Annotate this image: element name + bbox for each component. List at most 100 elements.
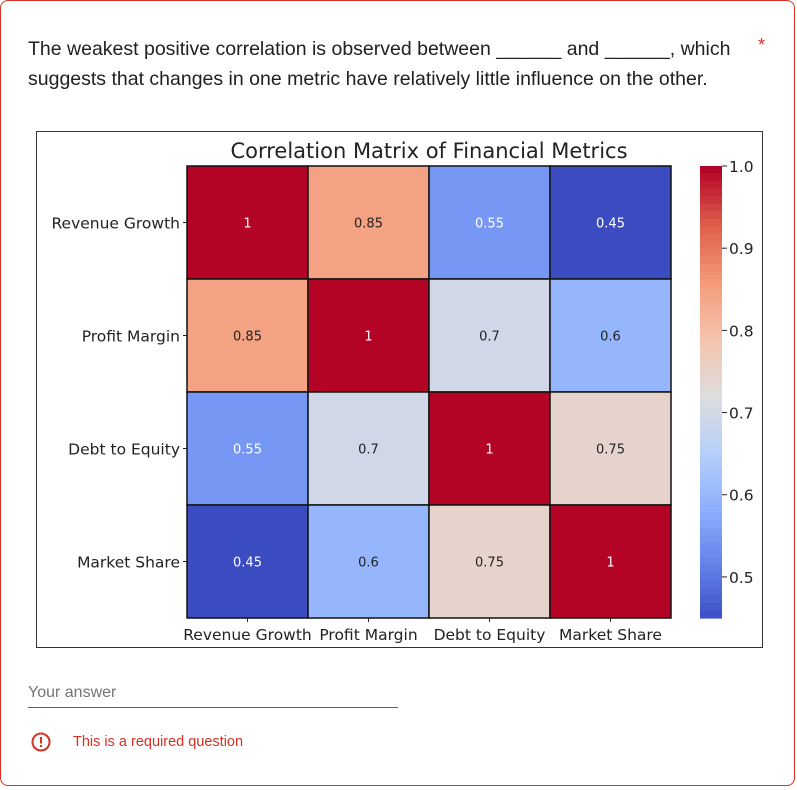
- y-tick-label: Profit Margin: [82, 328, 180, 346]
- cell-value-label: 0.7: [479, 330, 500, 345]
- colorbar-segment: [700, 467, 722, 476]
- colorbar-segment: [700, 474, 722, 483]
- colorbar-segment: [700, 173, 722, 182]
- colorbar-segment: [700, 399, 722, 408]
- colorbar-segment: [700, 437, 722, 446]
- cell-value-label: 0.75: [475, 556, 504, 571]
- cell-value-label: 1: [243, 217, 251, 232]
- heatmap-cell: [549, 165, 672, 280]
- correlation-heatmap-image: Correlation Matrix of Financial Metrics 1…: [36, 131, 763, 648]
- x-tick-label: Market Share: [559, 626, 662, 644]
- heatmap-chart: Correlation Matrix of Financial Metrics 1…: [51, 139, 754, 644]
- colorbar-segment: [700, 384, 722, 393]
- cell-value-label: 1: [485, 443, 493, 458]
- cell-value-label: 0.85: [354, 217, 383, 232]
- colorbar-segment: [700, 489, 722, 499]
- colorbar-segment: [700, 565, 722, 574]
- colorbar-segment: [700, 587, 722, 596]
- heatmap-cell: [549, 504, 672, 619]
- heatmap-cell: [549, 278, 672, 393]
- colorbar-tick-label: 1.0: [729, 158, 754, 176]
- colorbar-segment: [700, 557, 722, 566]
- colorbar-segment: [700, 286, 722, 295]
- colorbar-segment: [700, 429, 722, 438]
- cell-value-label: 0.45: [233, 556, 262, 571]
- colorbar-segment: [700, 550, 722, 559]
- validation-error: This is a required question: [31, 732, 243, 752]
- heatmap-cell: [428, 165, 551, 280]
- heatmap-cell: [186, 504, 309, 619]
- heatmap-cell: [307, 278, 430, 393]
- colorbar-segment: [700, 512, 722, 521]
- x-tick-label: Debt to Equity: [434, 626, 546, 644]
- heatmap-cell: [307, 504, 430, 619]
- colorbar-segment: [700, 226, 722, 235]
- alert-circle-icon: [31, 732, 51, 752]
- colorbar-segment: [700, 218, 722, 227]
- colorbar-segment: [700, 407, 722, 416]
- colorbar-segment: [700, 181, 722, 190]
- colorbar-segment: [700, 248, 722, 257]
- colorbar-segment: [700, 211, 722, 220]
- colorbar-segment: [700, 452, 722, 461]
- cell-value-label: 0.6: [600, 330, 621, 345]
- colorbar-segment: [700, 263, 722, 273]
- colorbar-segment: [700, 354, 722, 363]
- required-asterisk: *: [758, 35, 766, 55]
- colorbar-segment: [700, 316, 722, 325]
- colorbar-segment: [700, 294, 722, 303]
- colorbar-segment: [700, 580, 722, 589]
- colorbar-segment: [700, 459, 722, 468]
- colorbar-tick-label: 0.6: [729, 487, 754, 505]
- cell-value-label: 0.55: [233, 443, 262, 458]
- colorbar-segment: [700, 203, 722, 212]
- colorbar-segment: [700, 361, 722, 370]
- question-text: The weakest positive correlation is obse…: [28, 38, 731, 90]
- heatmap-cell: [307, 165, 430, 280]
- cell-value-label: 0.85: [233, 330, 262, 345]
- colorbar-segment: [700, 196, 722, 205]
- y-tick-label: Market Share: [77, 554, 180, 572]
- colorbar-segment: [700, 376, 722, 386]
- colorbar-segment: [700, 339, 722, 348]
- colorbar-segment: [700, 346, 722, 355]
- colorbar-segment: [700, 279, 722, 288]
- colorbar-segment: [700, 271, 722, 280]
- x-tick-label: Revenue Growth: [183, 626, 312, 644]
- colorbar-segment: [700, 369, 722, 378]
- colorbar-segment: [700, 444, 722, 453]
- colorbar-segment: [700, 572, 722, 581]
- colorbar-segment: [700, 324, 722, 333]
- colorbar-segment: [700, 527, 722, 536]
- colorbar-segment: [700, 482, 722, 491]
- colorbar-segment: [700, 392, 722, 401]
- colorbar-segment: [700, 414, 722, 423]
- x-tick-label: Profit Margin: [319, 626, 417, 644]
- chart-title: Correlation Matrix of Financial Metrics: [230, 139, 627, 163]
- heatmap-cell: [186, 165, 309, 280]
- colorbar-segment: [700, 331, 722, 340]
- colorbar-tick-label: 0.9: [729, 240, 754, 258]
- heatmap-cell: [186, 278, 309, 393]
- colorbar-segment: [700, 233, 722, 242]
- colorbar-segment: [700, 542, 722, 551]
- y-tick-label: Revenue Growth: [51, 215, 180, 233]
- cell-value-label: 0.45: [596, 217, 625, 232]
- heatmap-cell: [307, 391, 430, 506]
- y-tick-label: Debt to Equity: [68, 441, 180, 459]
- colorbar-segment: [700, 166, 722, 175]
- colorbar-tick-label: 0.7: [729, 405, 754, 423]
- colorbar-segment: [700, 301, 722, 310]
- colorbar-tick-label: 0.8: [729, 322, 754, 340]
- cell-value-label: 1: [606, 556, 614, 571]
- cell-value-label: 0.55: [475, 217, 504, 232]
- answer-input[interactable]: [28, 679, 398, 708]
- cell-value-label: 0.75: [596, 443, 625, 458]
- colorbar-segment: [700, 595, 722, 604]
- colorbar-segment: [700, 188, 722, 197]
- colorbar-segment: [700, 241, 722, 250]
- cell-value-label: 1: [364, 330, 372, 345]
- colorbar-segment: [700, 422, 722, 431]
- cell-value-label: 0.6: [358, 556, 379, 571]
